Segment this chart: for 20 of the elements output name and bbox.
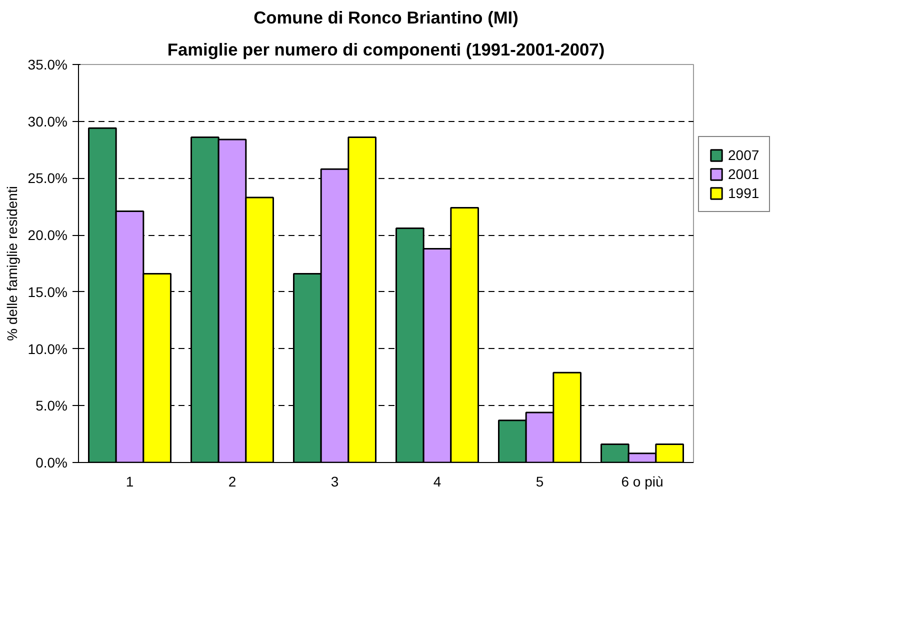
y-tick-label: 15.0% (28, 284, 68, 300)
y-tick-label: 5.0% (36, 398, 68, 414)
x-tick-label: 4 (433, 474, 442, 490)
x-tick-label: 3 (330, 474, 339, 490)
legend-label: 2007 (728, 147, 760, 163)
chart-subtitle: Famiglie per numero di componenti (1991-2001-2007) (167, 40, 605, 60)
x-tick-label: 2 (228, 474, 236, 490)
x-tick-label: 6 o più (621, 474, 664, 490)
chart-title: Comune di Ronco Briantino (MI) (254, 8, 518, 28)
legend-label: 2001 (728, 166, 760, 182)
y-tick-label: 20.0% (28, 227, 68, 244)
y-tick-label: 10.0% (28, 340, 68, 357)
legend-label: 1991 (728, 185, 760, 201)
y-tick-label: 25.0% (28, 170, 68, 186)
y-tick-label: 30.0% (28, 113, 68, 130)
y-tick-label: 0.0% (36, 454, 68, 470)
y-axis-title: % delle famiglie residenti (4, 186, 20, 341)
x-tick-label: 5 (536, 474, 544, 490)
y-tick-label: 35.0% (28, 56, 68, 72)
x-tick-label: 1 (126, 474, 134, 490)
